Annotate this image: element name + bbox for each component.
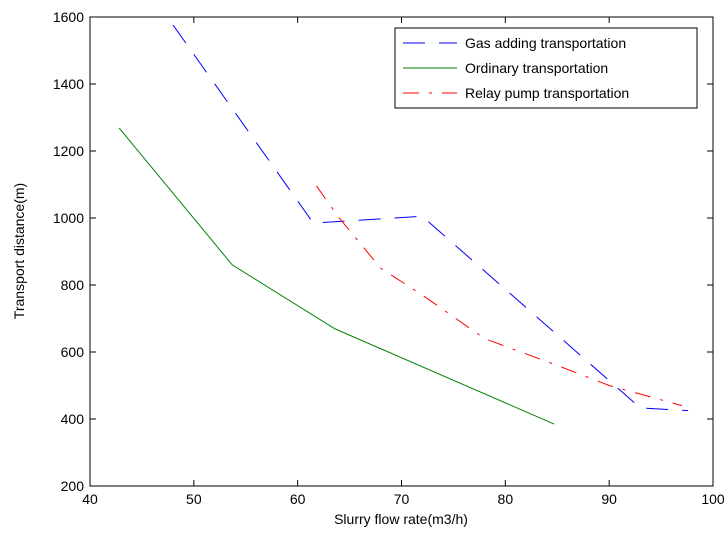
series-line <box>118 127 555 425</box>
legend-label: Relay pump transportation <box>465 85 629 101</box>
x-axis-label: Slurry flow rate(m3/h) <box>334 511 468 527</box>
x-tick-label: 80 <box>498 491 514 507</box>
y-tick-label: 800 <box>61 277 85 293</box>
x-tick-label: 40 <box>82 491 98 507</box>
x-tick-label: 60 <box>290 491 306 507</box>
series-line <box>315 185 682 407</box>
x-tick-label: 70 <box>394 491 410 507</box>
y-tick-label: 1000 <box>53 210 84 226</box>
x-tick-label: 100 <box>701 491 725 507</box>
y-axis-label: Transport distance(m) <box>11 183 27 319</box>
legend-label: Ordinary transportation <box>465 60 608 76</box>
x-tick-label: 50 <box>186 491 202 507</box>
y-tick-label: 1600 <box>53 9 84 25</box>
y-tick-label: 600 <box>61 344 85 360</box>
legend-label: Gas adding transportation <box>465 35 626 51</box>
y-tick-label: 200 <box>61 478 85 494</box>
y-tick-label: 1200 <box>53 143 84 159</box>
x-tick-label: 90 <box>601 491 617 507</box>
series-line <box>172 24 689 412</box>
y-tick-label: 400 <box>61 411 85 427</box>
y-tick-label: 1400 <box>53 76 84 92</box>
